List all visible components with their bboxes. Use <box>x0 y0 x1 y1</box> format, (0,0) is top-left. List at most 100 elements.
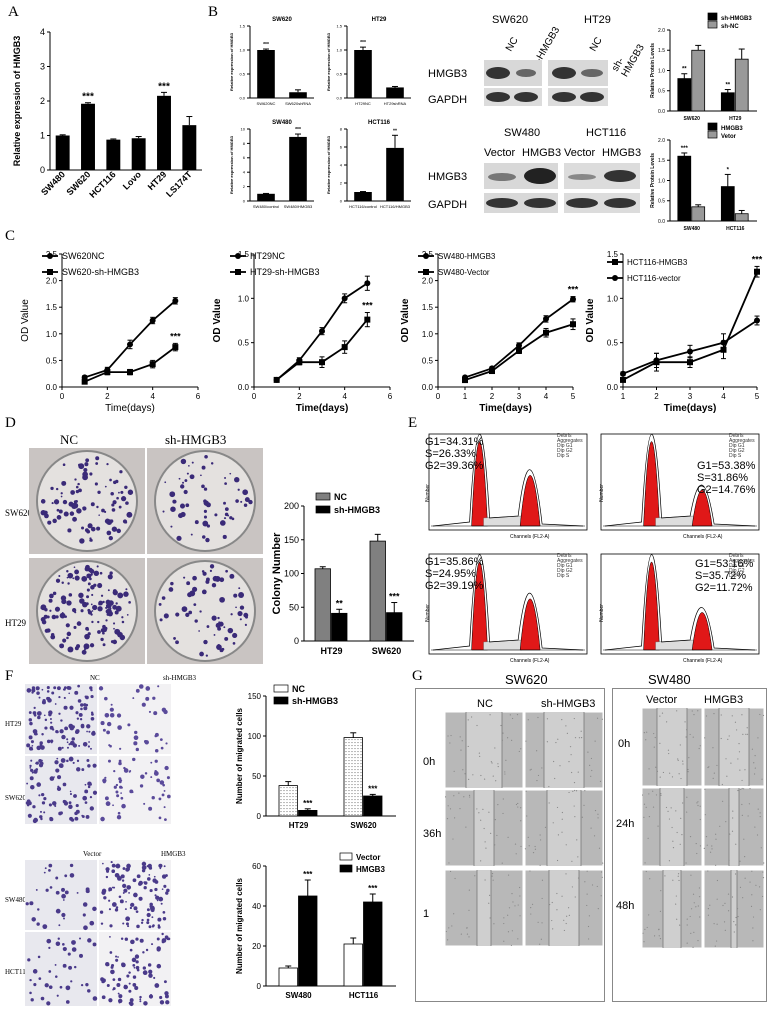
cell-speck <box>727 893 730 895</box>
bar-pattern <box>295 811 297 813</box>
y-tick-label: 1.0 <box>422 330 434 339</box>
cell-speck <box>541 897 543 900</box>
bar-pattern <box>348 793 350 795</box>
bar <box>81 103 95 170</box>
cell-speck <box>525 740 527 742</box>
cell-dot <box>48 803 52 807</box>
cell-dot <box>131 957 137 963</box>
cell-speck <box>587 938 590 940</box>
flow-g1-3: G1=35.86% <box>425 556 484 568</box>
bar-pattern <box>360 808 362 810</box>
cell-speck <box>643 941 645 943</box>
y-tick-label: 0.0 <box>46 383 58 392</box>
cell-dot <box>135 910 139 913</box>
cell-speck <box>676 710 678 712</box>
data-point <box>754 317 760 324</box>
cell-dot <box>164 818 167 822</box>
cell-dot <box>127 925 130 928</box>
bar-pattern <box>345 763 347 765</box>
western-blot-bottom: SW480 HCT116 Vector HMGB3 Vector HMGB3 H… <box>428 125 648 220</box>
cell-speck <box>571 886 573 888</box>
cell-speck <box>713 713 715 715</box>
bar-pattern <box>351 781 353 783</box>
colony-dot <box>179 503 186 509</box>
cell-speck <box>490 761 492 763</box>
colony-dot <box>67 528 72 533</box>
flow-s-1: S=26.33% <box>425 448 477 460</box>
cell-speck <box>541 767 543 769</box>
bar-pattern <box>348 790 350 792</box>
y-tick-label: 1.0 <box>238 294 250 303</box>
cell-dot <box>136 874 141 879</box>
cell-speck <box>530 907 532 909</box>
cell-dot <box>120 937 124 941</box>
data-point <box>653 357 660 364</box>
cell-dot <box>59 729 64 734</box>
flow-legend-1: Debris Aggregates Dip G1 Dip G2 Dip S <box>557 433 583 459</box>
cell-dot <box>88 741 90 743</box>
colony-dot <box>237 488 240 491</box>
flow-ylabel-4: Number <box>598 604 605 622</box>
cell-dot <box>116 794 120 798</box>
cell-dot <box>153 875 156 878</box>
flow-g1-1: G1=34.31% <box>425 436 484 448</box>
colony-dot <box>110 491 114 496</box>
y-tick-label: 0.5 <box>46 356 58 365</box>
flow-s-2: S=31.86% <box>697 472 749 484</box>
data-point <box>720 339 727 346</box>
colony-dot <box>201 465 206 470</box>
bar-pattern <box>286 814 288 816</box>
wound-right-row-48h: 48h <box>616 900 635 912</box>
bar-pattern <box>357 754 359 756</box>
bar-pattern <box>348 805 350 807</box>
cell-speck <box>738 742 740 745</box>
cell-dot <box>112 978 116 982</box>
cell-speck <box>759 812 761 814</box>
cell-dot <box>37 955 41 959</box>
cell-speck <box>678 773 680 775</box>
cell-speck <box>698 747 700 750</box>
cell-dot <box>164 994 169 999</box>
colony-col-nc: NC <box>60 432 79 447</box>
cell-speck <box>677 758 679 760</box>
cell-speck <box>644 862 646 864</box>
colony-dot <box>232 632 238 639</box>
cell-speck <box>655 794 658 796</box>
cell-dot <box>149 888 153 893</box>
cell-speck <box>656 770 659 772</box>
colony-dot <box>108 535 113 541</box>
colony-dot <box>109 478 112 482</box>
wound-gap <box>466 712 502 788</box>
cell-dot <box>115 790 119 794</box>
cell-speck <box>722 904 724 907</box>
colony-dot <box>73 625 77 629</box>
cell-speck <box>743 788 745 790</box>
bar-pattern <box>289 811 291 813</box>
cell-dot <box>105 801 111 807</box>
bar <box>734 213 749 222</box>
cell-speck <box>497 763 499 765</box>
bar-pattern <box>280 811 282 813</box>
cell-dot <box>57 775 62 780</box>
colony-dot <box>242 489 249 496</box>
cell-dot <box>142 970 148 976</box>
cell-dot <box>63 688 66 691</box>
cell-dot <box>35 762 38 765</box>
bar-pattern <box>360 739 362 741</box>
cell-dot <box>151 795 155 800</box>
colony-dot <box>232 642 236 645</box>
colony-dot <box>100 594 104 597</box>
cell-speck <box>490 832 492 834</box>
bar-pattern <box>295 808 297 810</box>
cell-speck <box>682 763 684 765</box>
cell-dot <box>44 726 48 730</box>
cell-dot <box>46 739 51 744</box>
cell-dot <box>80 703 84 707</box>
legend-swatch <box>273 696 289 705</box>
cell-speck <box>740 788 742 790</box>
cell-dot <box>56 757 59 760</box>
cell-dot <box>110 703 113 706</box>
data-point <box>81 378 88 385</box>
